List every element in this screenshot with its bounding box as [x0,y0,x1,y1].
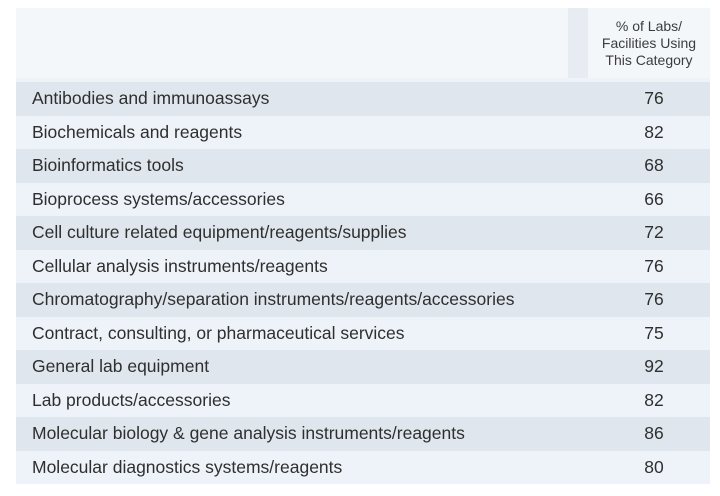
table-row: Bioprocess systems/accessories 66 [16,182,710,216]
table-header: % of Labs/ Facilities Using This Categor… [16,8,710,78]
table-row: Cell culture related equipment/reagents/… [16,216,710,250]
table-row: Bioinformatics tools 68 [16,149,710,183]
column-header: % of Labs/ Facilities Using This Categor… [601,17,697,68]
table-row: Chromatography/separation instruments/re… [16,283,710,317]
row-value: 92 [644,356,664,377]
table-row: Contract, consulting, or pharmaceutical … [16,316,710,350]
row-label: Antibodies and immunoassays [32,88,270,109]
table-row: Lab products/accessories 82 [16,383,710,417]
row-value: 86 [644,423,664,444]
table-row: Antibodies and immunoassays 76 [16,82,710,116]
row-value: 76 [644,289,664,310]
row-value: 82 [644,389,664,410]
row-value: 82 [644,121,664,142]
row-label: Cell culture related equipment/reagents/… [32,222,407,243]
row-label: Bioprocess systems/accessories [32,188,285,209]
row-value: 80 [644,456,664,477]
row-label: Contract, consulting, or pharmaceutical … [32,322,405,343]
row-label: Chromatography/separation instruments/re… [32,289,515,310]
row-value: 76 [644,255,664,276]
row-label: Molecular diagnostics systems/reagents [32,456,343,477]
table-row: Biochemicals and reagents 82 [16,115,710,149]
table-row: General lab equipment 92 [16,350,710,384]
table-row: Molecular biology & gene analysis instru… [16,417,710,451]
row-label: Lab products/accessories [32,389,231,410]
row-value: 66 [644,188,664,209]
row-value: 68 [644,155,664,176]
row-label: Bioinformatics tools [32,155,184,176]
table-body: Antibodies and immunoassays 76 Biochemical… [16,82,710,484]
row-value: 76 [644,88,664,109]
data-table: % of Labs/ Facilities Using This Categor… [16,8,710,484]
row-label: General lab equipment [32,356,210,377]
row-label: Biochemicals and reagents [32,121,243,142]
row-label: Cellular analysis instruments/reagents [32,255,328,276]
row-value: 75 [644,322,664,343]
row-value: 72 [644,222,664,243]
row-label: Molecular biology & gene analysis instru… [32,423,465,444]
table-row: Cellular analysis instruments/reagents 76 [16,249,710,283]
table-row: Molecular diagnostics systems/reagents 80 [16,450,710,484]
header-divider [568,8,588,78]
